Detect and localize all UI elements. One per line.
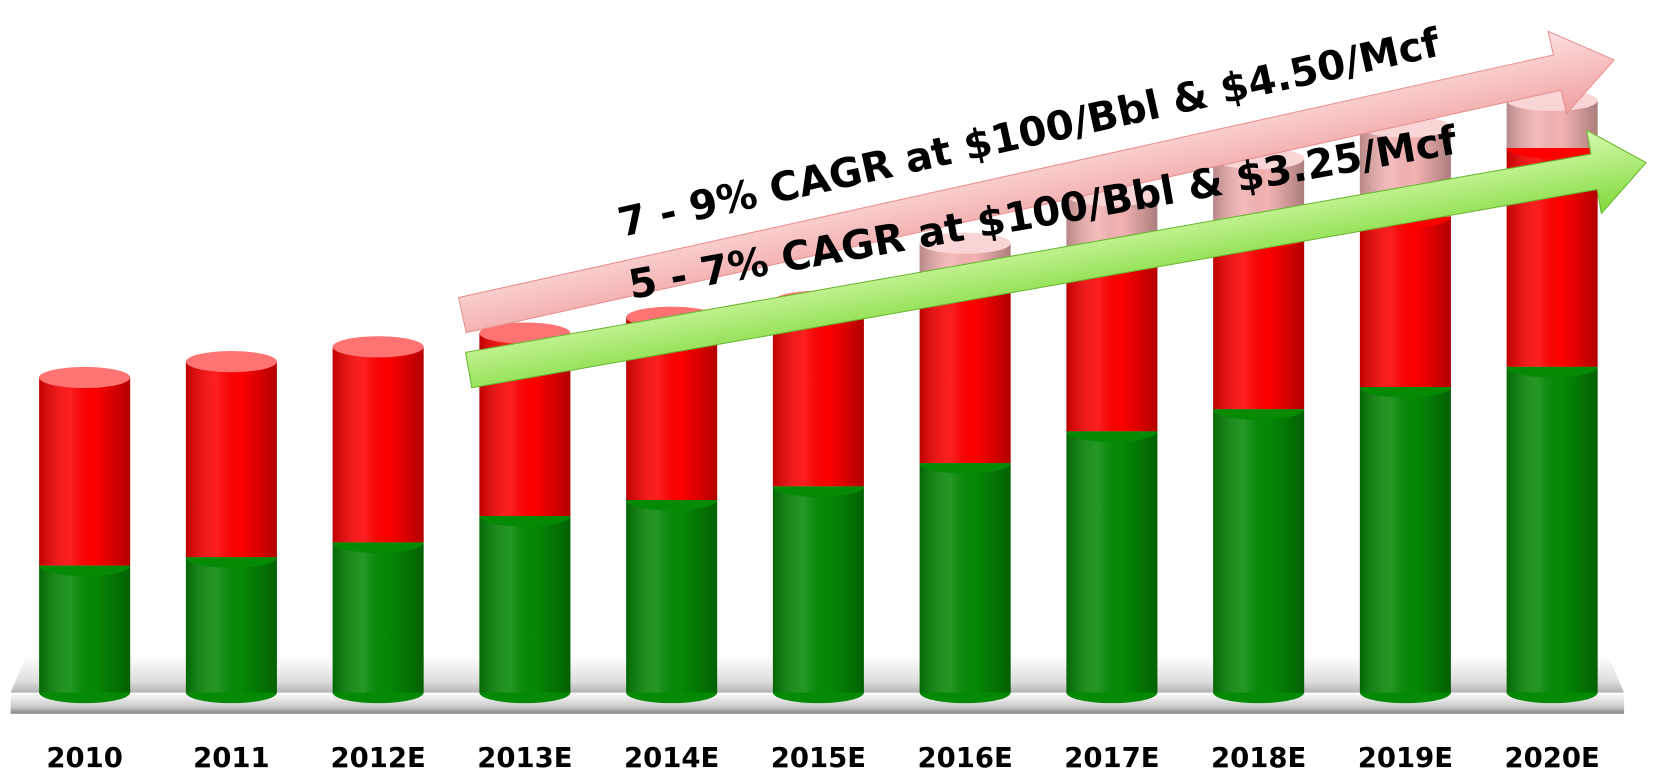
x-tick-label: 2020E [1504,742,1599,774]
bar-shade [332,542,424,693]
x-tick-label: 2017E [1064,742,1159,774]
bar-joint [479,516,571,527]
x-tick-label: 2018E [1211,742,1306,774]
bar-shade [1506,366,1598,693]
bar-shade [39,377,131,566]
bar-shade [185,361,277,558]
bar-joint [1506,366,1598,378]
bar-top [919,232,1011,254]
arrow-shape [457,30,1615,334]
bar-shade [772,486,864,693]
x-tick-label: 2019E [1358,742,1453,774]
bar-shade [185,557,277,693]
x-tick-label: 2013E [477,742,572,774]
bar-top [332,336,424,358]
bar-joint [185,557,277,568]
bar-shade [626,500,718,693]
bar-shade [479,516,571,693]
bar-shade [1066,431,1158,693]
bar-joint [1066,431,1158,442]
bar-joint [1359,387,1451,398]
arrow-shape [464,129,1647,389]
x-tick-label: 2014E [624,742,719,774]
bar-shade [1359,387,1451,693]
x-tick-label: 2010 [46,742,123,774]
bar-shade [332,346,424,543]
bar-shade [1066,259,1158,432]
bar-shade [1213,237,1305,410]
bar-joint [39,565,131,577]
x-tick-label: 2015E [771,742,866,774]
bar-top [39,366,131,389]
bar-shade [919,280,1011,464]
x-tick-label: 2011 [193,742,270,774]
bar-shade [1213,409,1305,693]
bar-top [185,351,277,373]
bar-shade [39,565,131,693]
bar-joint [772,486,864,497]
x-tick-label: 2016E [917,742,1012,774]
bar-joint [626,500,718,511]
bar-joint [1506,148,1598,159]
bar-joint [919,463,1011,474]
bar-joint [332,542,424,554]
bar-shade [1359,216,1451,387]
bar-joint [1213,409,1305,420]
bar-shade [919,463,1011,693]
x-tick-label: 2012E [330,742,425,774]
